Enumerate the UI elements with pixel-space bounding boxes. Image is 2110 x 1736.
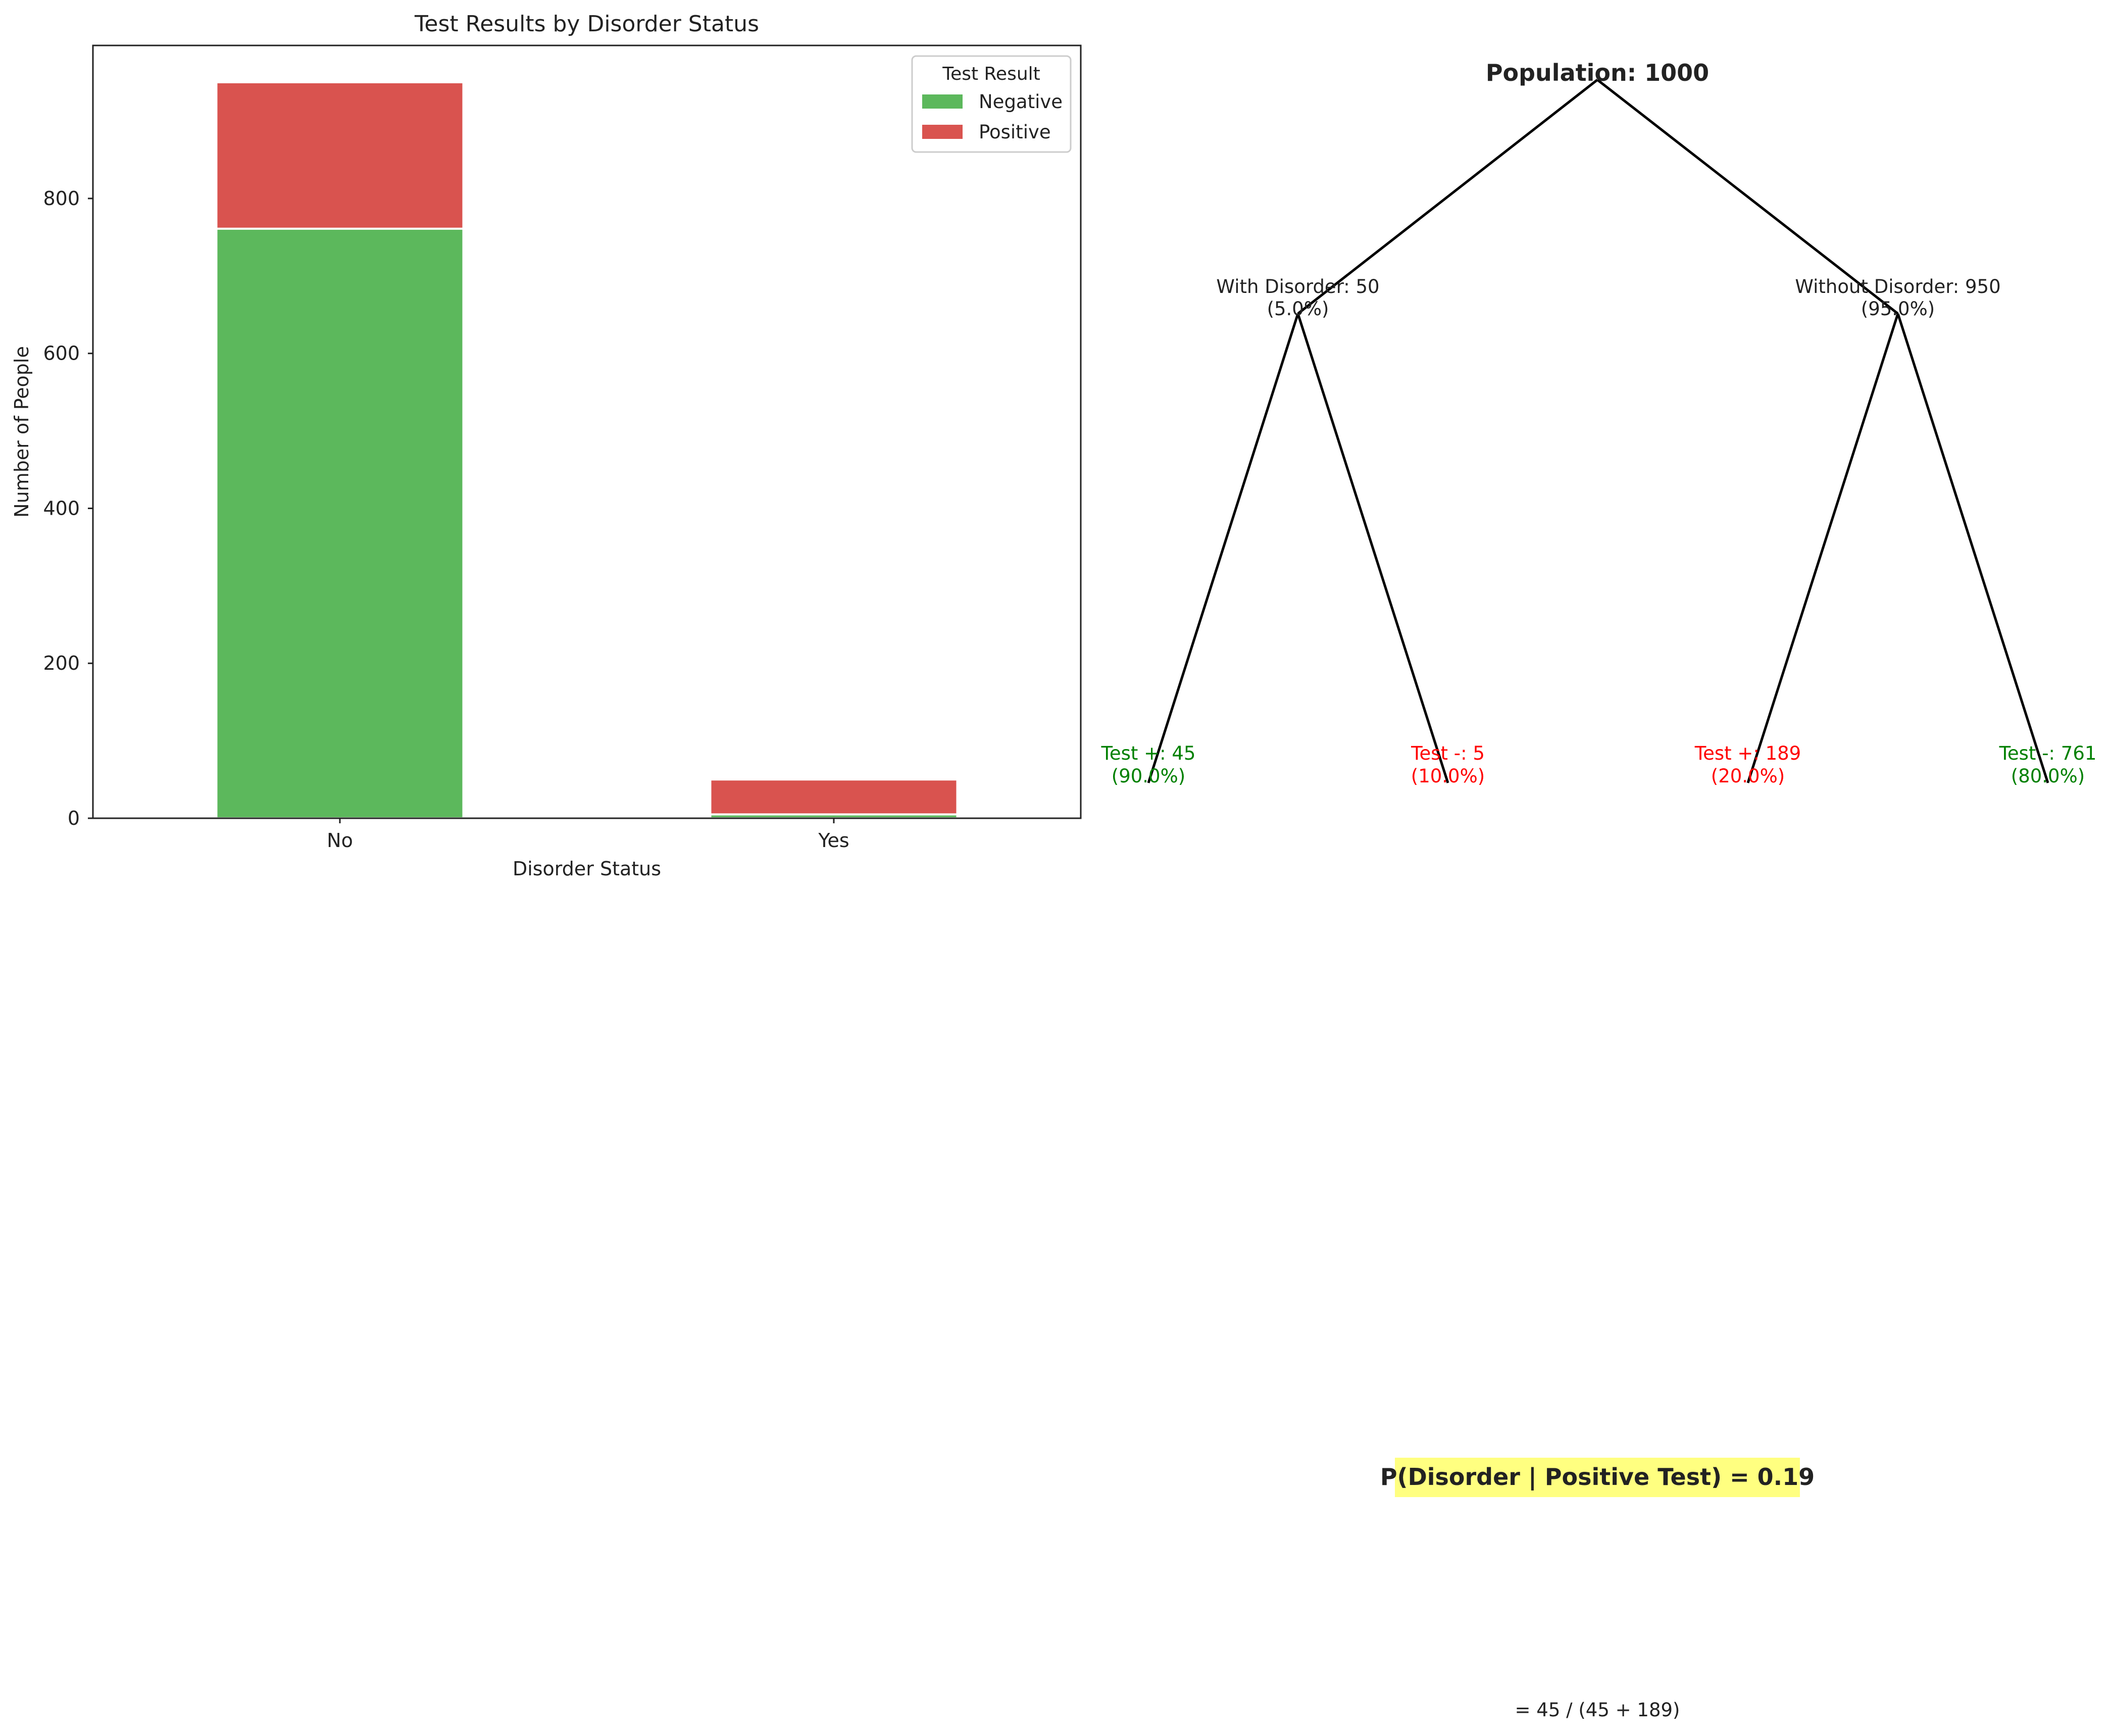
legend-title: Test Result [942,64,1040,84]
y-tick-label: 400 [43,497,80,519]
leaf-test-pos-without-disorder-pct: (20.0%) [1711,765,1785,787]
leaf-test-pos-with-disorder-pct: (90.0%) [1112,765,1185,787]
leaf-test-pos-with-disorder-label: Test +: 45 [1101,742,1196,764]
chart-title: Test Results by Disorder Status [414,11,759,37]
x-tick-label: Yes [818,829,849,852]
y-tick-label: 200 [43,652,80,674]
leaf-test-pos-without-disorder-label: Test +: 189 [1694,742,1801,764]
x-axis-label: Disorder Status [513,858,661,880]
result-probability: P(Disorder | Positive Test) = 0.19 [1380,1463,1815,1491]
tree-edges [1147,79,2049,783]
y-axis-label: Number of People [11,346,33,518]
root-node-label: Population: 1000 [1486,59,1709,86]
probability-tree: Population: 1000 With Disorder: 50 (5.0%… [1101,59,2097,1721]
legend-label-negative: Negative [979,91,1063,113]
result-highlight-box [1395,1458,1800,1497]
x-tick-label: No [327,829,353,852]
edge-with-disorder-test-pos [1147,313,1299,783]
leaf-test-neg-with-disorder-pct: (10.0%) [1411,765,1485,787]
legend-swatch-positive [922,125,963,139]
plot-frame [92,44,1082,819]
edge-without-disorder-test-neg [1896,313,2049,783]
y-tick-label: 800 [43,187,80,210]
result-formula: = 45 / (45 + 189) [1515,1699,1680,1721]
bar-positive-yes [709,778,959,816]
y-axis-ticks: 0 200 400 600 800 [43,187,93,829]
edge-root-with-disorder [1297,79,1598,315]
legend-swatch-negative [922,94,963,109]
bar-chart: Test Results by Disorder Status 0 200 400 6… [11,11,1082,880]
edge-without-disorder-test-pos [1746,313,1899,783]
node-with-disorder-label: With Disorder: 50 [1216,276,1379,297]
bar-positive-no [215,81,465,230]
node-with-disorder-pct: (5.0%) [1267,298,1329,320]
x-axis-ticks: No Yes [327,818,849,852]
leaf-test-neg-without-disorder-label: Test -: 761 [1999,742,2097,764]
bar-negative-no [215,227,465,820]
node-without-disorder-label: Without Disorder: 950 [1795,276,2000,297]
leaf-test-neg-with-disorder-label: Test -: 5 [1411,742,1485,764]
legend-label-positive: Positive [979,121,1051,143]
y-tick-label: 0 [68,807,80,829]
y-tick-label: 600 [43,342,80,365]
edge-with-disorder-test-neg [1296,313,1449,783]
legend: Test Result Negative Positive [911,55,1072,153]
bars-group [215,81,959,820]
leaf-test-neg-without-disorder-pct: (80.0%) [2011,765,2085,787]
edge-root-without-disorder [1596,79,1899,315]
node-without-disorder-pct: (95.0%) [1861,298,1935,320]
